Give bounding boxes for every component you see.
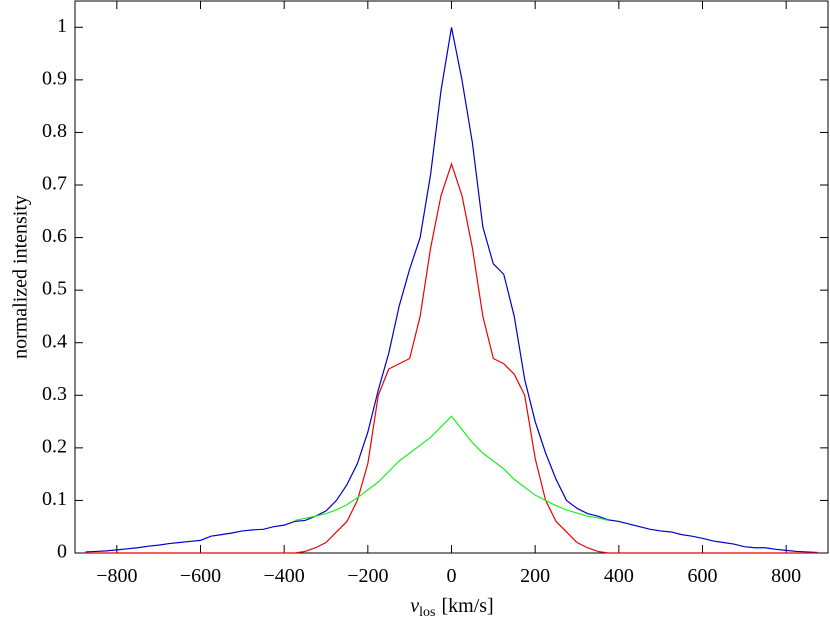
y-tick-label: 0.8 xyxy=(42,120,67,142)
plot-frame xyxy=(74,0,829,554)
x-tick-label: −600 xyxy=(180,565,221,587)
y-tick-label: 0.4 xyxy=(42,330,67,352)
y-tick-label: 0.5 xyxy=(42,278,67,300)
x-tick-label: −400 xyxy=(264,565,305,587)
y-tick-label: 0.7 xyxy=(42,173,67,195)
y-tick-label: 1 xyxy=(57,15,67,37)
y-tick-label: 0.1 xyxy=(42,488,67,510)
x-tick-label: −800 xyxy=(96,565,137,587)
x-label-symbol: v xyxy=(410,595,419,617)
x-tick-label: 800 xyxy=(771,565,801,587)
y-tick-label: 0.9 xyxy=(42,67,67,89)
x-tick-label: −200 xyxy=(347,565,388,587)
y-tick-label: 0 xyxy=(57,541,67,563)
x-tick-label: 600 xyxy=(688,565,718,587)
x-tick-label: 0 xyxy=(447,565,457,587)
x-axis-label: vlos [km/s] xyxy=(410,595,493,620)
y-tick-label: 0.6 xyxy=(42,225,67,247)
x-tick-label: 400 xyxy=(604,565,634,587)
y-tick-label: 0.2 xyxy=(42,435,67,457)
x-label-subscript: los xyxy=(419,605,435,620)
x-label-unit: [km/s] xyxy=(442,595,494,617)
series-line xyxy=(85,162,818,554)
x-tick-label: 200 xyxy=(520,565,550,587)
series-line xyxy=(294,415,609,521)
y-tick-label: 0.3 xyxy=(42,383,67,405)
series-line xyxy=(85,27,818,554)
y-axis-label: normalized intensity xyxy=(10,195,32,359)
